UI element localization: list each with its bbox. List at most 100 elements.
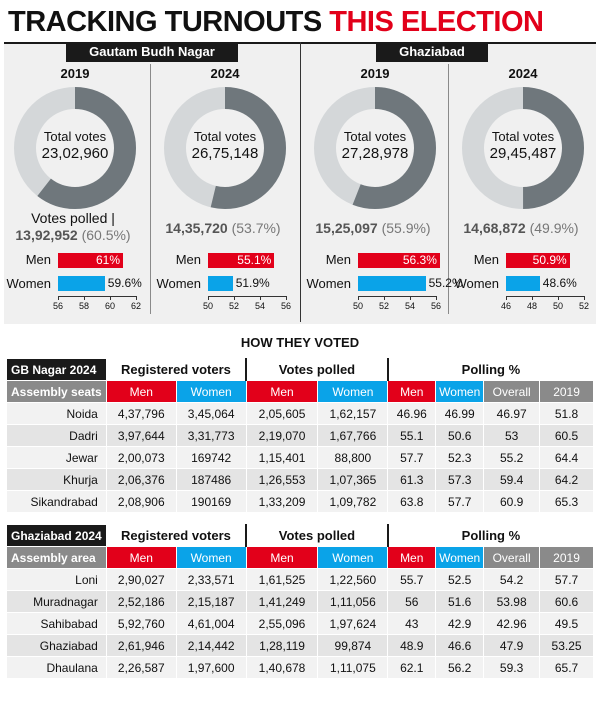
men-bar: 61%	[58, 253, 123, 268]
district-label-gb: Gautam Budh Nagar	[66, 42, 238, 62]
table-cell: 169742	[175, 446, 247, 469]
table-cell: 1,41,249	[245, 590, 319, 613]
table-row: Khurja 2,06,376 187486 1,26,553 1,07,365 61.3…	[6, 468, 594, 491]
table-cell: 54.2	[483, 568, 541, 591]
donut-chart	[313, 86, 437, 210]
table-cell: 51.6	[435, 590, 485, 613]
row-label: Khurja	[6, 468, 107, 491]
axis-tick-label: 46	[500, 301, 511, 311]
men-label: Men	[473, 252, 499, 267]
column-header: Men	[105, 546, 177, 569]
table-cell: 59.3	[483, 656, 541, 679]
table-cell: 46.6	[435, 634, 485, 657]
table-cell: 56.2	[435, 656, 485, 679]
axis-tick-label: 50	[202, 301, 213, 311]
women-bar	[208, 276, 233, 291]
table-cell: 1,07,365	[317, 468, 389, 491]
table-cell: 60.9	[483, 490, 541, 513]
first-column-header: Assembly area	[6, 546, 107, 569]
column-header: Men	[387, 380, 437, 403]
table-cell: 187486	[175, 468, 247, 491]
table-row: Dhaulana 2,26,587 1,97,600 1,40,678 1,11,075…	[6, 656, 594, 679]
row-label: Dhaulana	[6, 656, 107, 679]
votes-polled-value: 13,92,952	[15, 227, 78, 243]
table-cell: 2,08,906	[105, 490, 177, 513]
axis-tick	[234, 296, 235, 300]
axis-tick	[110, 296, 111, 300]
men-bar: 56.3%	[358, 253, 440, 268]
year-label: 2024	[508, 66, 538, 81]
axis-tick	[208, 296, 209, 300]
votes-polled-label: Votes polled |	[31, 210, 115, 226]
total-votes-label: Total votes	[343, 129, 407, 144]
table-cell: 60.6	[539, 590, 594, 613]
table-cell: 62.1	[387, 656, 437, 679]
donut-svg	[14, 87, 136, 209]
row-label: Sikandrabad	[6, 490, 107, 513]
women-label: Women	[306, 276, 351, 291]
axis-tick	[136, 296, 137, 300]
table-cell: 2,33,571	[175, 568, 247, 591]
x-axis	[358, 296, 436, 297]
table-cell: 1,33,209	[245, 490, 319, 513]
gb-nagar-table: GB Nagar 2024 Registered voters Votes poll…	[6, 358, 594, 513]
table-cell: 43	[387, 612, 437, 635]
column-group-header: Votes polled	[245, 524, 389, 547]
women-bar-value: 59.6%	[107, 276, 142, 290]
column-header: Men	[245, 380, 319, 403]
column-group-header: Polling %	[387, 358, 594, 381]
men-label: Men	[175, 252, 201, 267]
divider	[300, 42, 301, 322]
axis-tick-label: 56	[430, 301, 441, 311]
table-cell: 88,800	[317, 446, 389, 469]
votes-polled: 15,25,097 (55.9%)	[303, 220, 443, 236]
axis-tick-label: 54	[254, 301, 265, 311]
total-votes-value: 27,28,978	[341, 145, 409, 162]
axis-tick	[84, 296, 85, 300]
axis-tick-label: 54	[404, 301, 415, 311]
column-header: Men	[245, 546, 319, 569]
women-bar-value: 55.2%	[428, 276, 463, 290]
table-cell: 53.25	[539, 634, 594, 657]
x-axis	[58, 296, 136, 297]
axis-tick	[410, 296, 411, 300]
table-cell: 3,31,773	[175, 424, 247, 447]
table-row: Loni 2,90,027 2,33,571 1,61,525 1,22,560 55.7…	[6, 568, 594, 591]
table-cell: 2,55,096	[245, 612, 319, 635]
women-label: Women	[454, 276, 499, 291]
row-label: Muradnagar	[6, 590, 107, 613]
table-cell: 2,00,073	[105, 446, 177, 469]
table-cell: 2,61,946	[105, 634, 177, 657]
table-cell: 1,97,624	[317, 612, 389, 635]
table-cell: 5,92,760	[105, 612, 177, 635]
axis-tick-label: 52	[378, 301, 389, 311]
axis-tick-label: 56	[52, 301, 63, 311]
table-cell: 51.8	[539, 402, 594, 425]
column-group-header: Registered voters	[105, 358, 248, 381]
table-cell: 50.6	[435, 424, 485, 447]
column-header: Men	[105, 380, 177, 403]
women-bar	[58, 276, 105, 291]
table-cell: 2,15,187	[175, 590, 247, 613]
table-row: Noida 4,37,796 3,45,064 2,05,605 1,62,157 46.…	[6, 402, 594, 425]
donut-center-text: Total votes 29,45,487	[473, 128, 573, 162]
axis-tick-label: 60	[104, 301, 115, 311]
men-label: Men	[325, 252, 351, 267]
table-cell: 4,37,796	[105, 402, 177, 425]
table-cell: 56	[387, 590, 437, 613]
women-label: Women	[156, 276, 201, 291]
axis-tick	[358, 296, 359, 300]
table-cell: 2,05,605	[245, 402, 319, 425]
x-axis	[506, 296, 584, 297]
votes-polled: 14,68,872 (49.9%)	[451, 220, 591, 236]
votes-polled-value: 14,68,872	[463, 220, 526, 236]
women-bar-value: 48.6%	[542, 276, 577, 290]
axis-tick	[558, 296, 559, 300]
row-label: Loni	[6, 568, 107, 591]
table-cell: 1,67,766	[317, 424, 389, 447]
table-cell: 48.9	[387, 634, 437, 657]
table-cell: 1,28,119	[245, 634, 319, 657]
axis-tick	[436, 296, 437, 300]
votes-polled-pct: (53.7%)	[231, 220, 281, 236]
table-cell: 52.5	[435, 568, 485, 591]
